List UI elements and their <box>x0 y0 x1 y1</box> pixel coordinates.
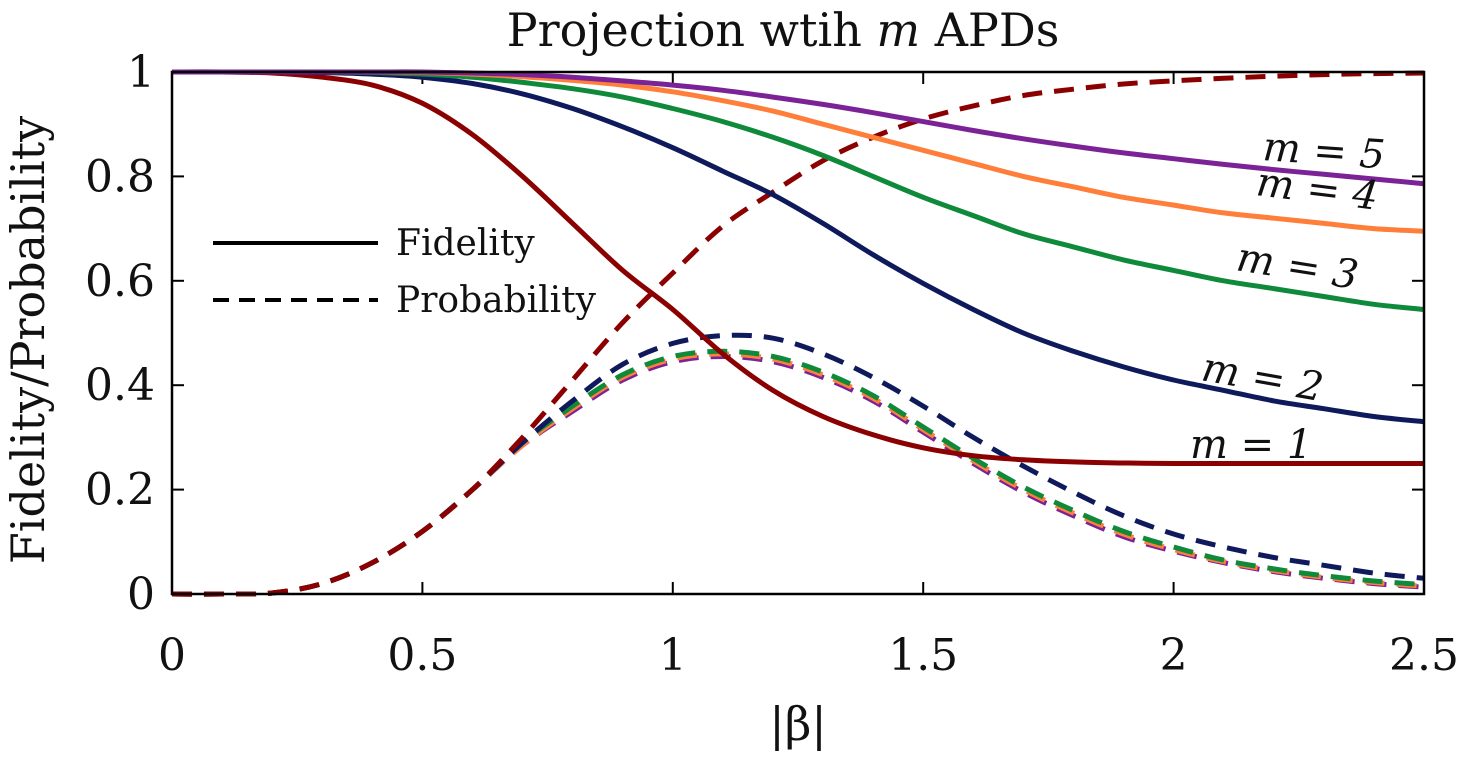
x-tick-label: 2.5 <box>1389 630 1459 681</box>
x-tick-label: 0.5 <box>387 630 457 681</box>
x-tick-label: 2 <box>1160 630 1188 681</box>
plot-frame <box>170 70 1426 596</box>
x-tick-label: 1 <box>659 630 687 681</box>
x-axis-label: |β| <box>769 697 827 751</box>
legend-label-fidelity: Fidelity <box>396 223 535 264</box>
curve-label-m1: m = 1 <box>1190 422 1312 468</box>
legend-label-probability: Probability <box>396 280 597 321</box>
y-tick-label: 1 <box>127 47 155 98</box>
y-tick-label: 0.4 <box>85 360 155 411</box>
fidelity-line-m1 <box>171 69 1424 467</box>
x-tick-label: 1.5 <box>888 630 958 681</box>
legend: Fidelity Probability <box>213 223 597 321</box>
chart-title: Projection wtih m APDs <box>507 3 1060 57</box>
y-tick-label: 0.8 <box>85 151 155 202</box>
y-tick-label: 0.6 <box>85 256 155 307</box>
curve-label-m5: m = 5 <box>1261 124 1386 178</box>
y-axis-label: Fidelity/Probability <box>1 116 55 564</box>
y-tick-label: 0.2 <box>85 465 155 516</box>
x-tick-label: 0 <box>158 630 186 681</box>
plot-area <box>172 72 1424 594</box>
y-tick-label: 0 <box>127 569 155 620</box>
probability-line-m3 <box>171 348 1425 597</box>
